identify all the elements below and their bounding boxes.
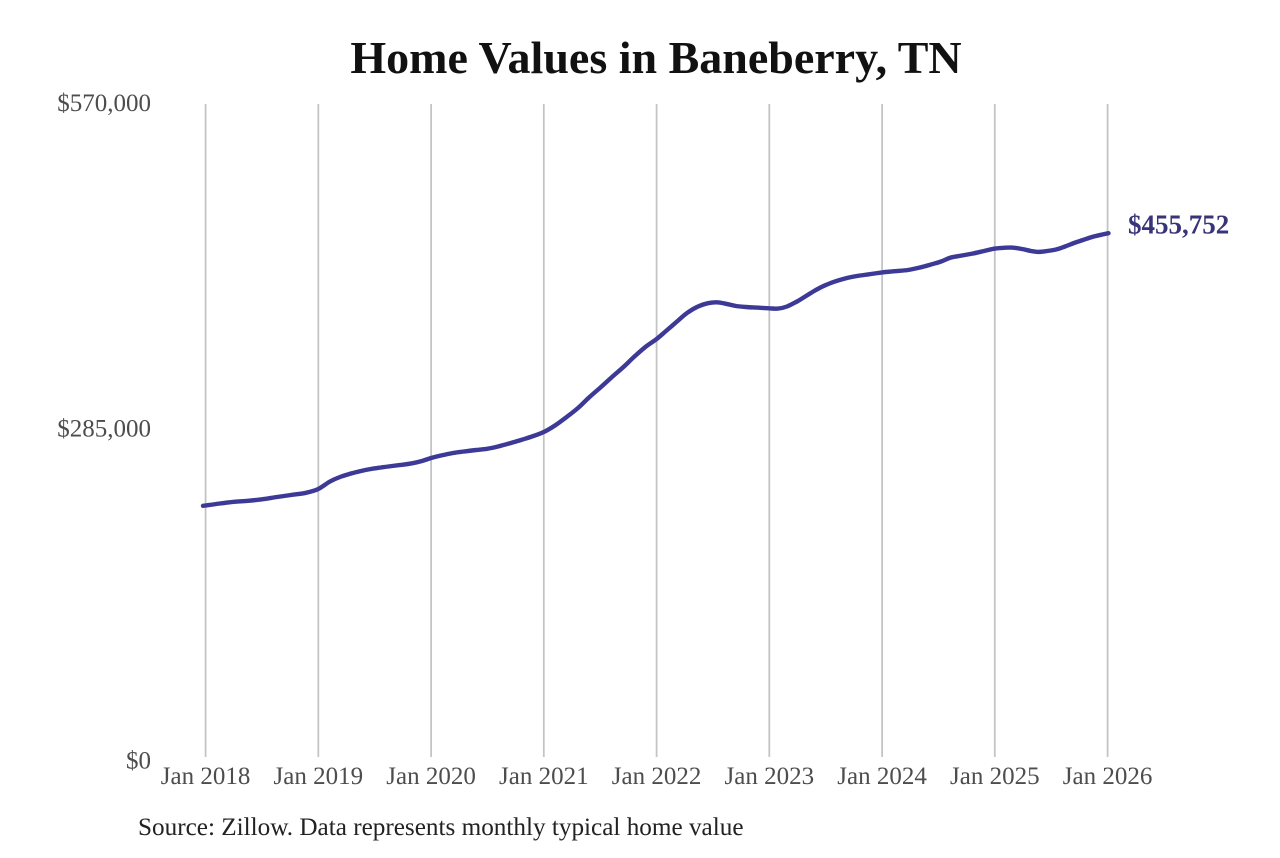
svg-text:Jan 2020: Jan 2020 [386,763,476,790]
svg-text:Jan 2019: Jan 2019 [274,763,364,790]
svg-text:Jan 2025: Jan 2025 [950,763,1040,790]
svg-text:Home Values in Baneberry, TN: Home Values in Baneberry, TN [350,32,961,83]
svg-text:$0: $0 [126,748,151,775]
svg-text:Jan 2022: Jan 2022 [612,763,702,790]
svg-text:Jan 2024: Jan 2024 [837,763,927,790]
svg-text:$455,752: $455,752 [1128,210,1229,240]
svg-text:Jan 2018: Jan 2018 [161,763,251,790]
svg-text:Jan 2021: Jan 2021 [499,763,589,790]
svg-text:Jan 2026: Jan 2026 [1063,763,1153,790]
svg-text:$570,000: $570,000 [57,90,151,117]
svg-text:Source: Zillow. Data represent: Source: Zillow. Data represents monthly … [138,814,744,841]
svg-text:Jan 2023: Jan 2023 [725,763,815,790]
svg-text:$285,000: $285,000 [57,416,151,443]
